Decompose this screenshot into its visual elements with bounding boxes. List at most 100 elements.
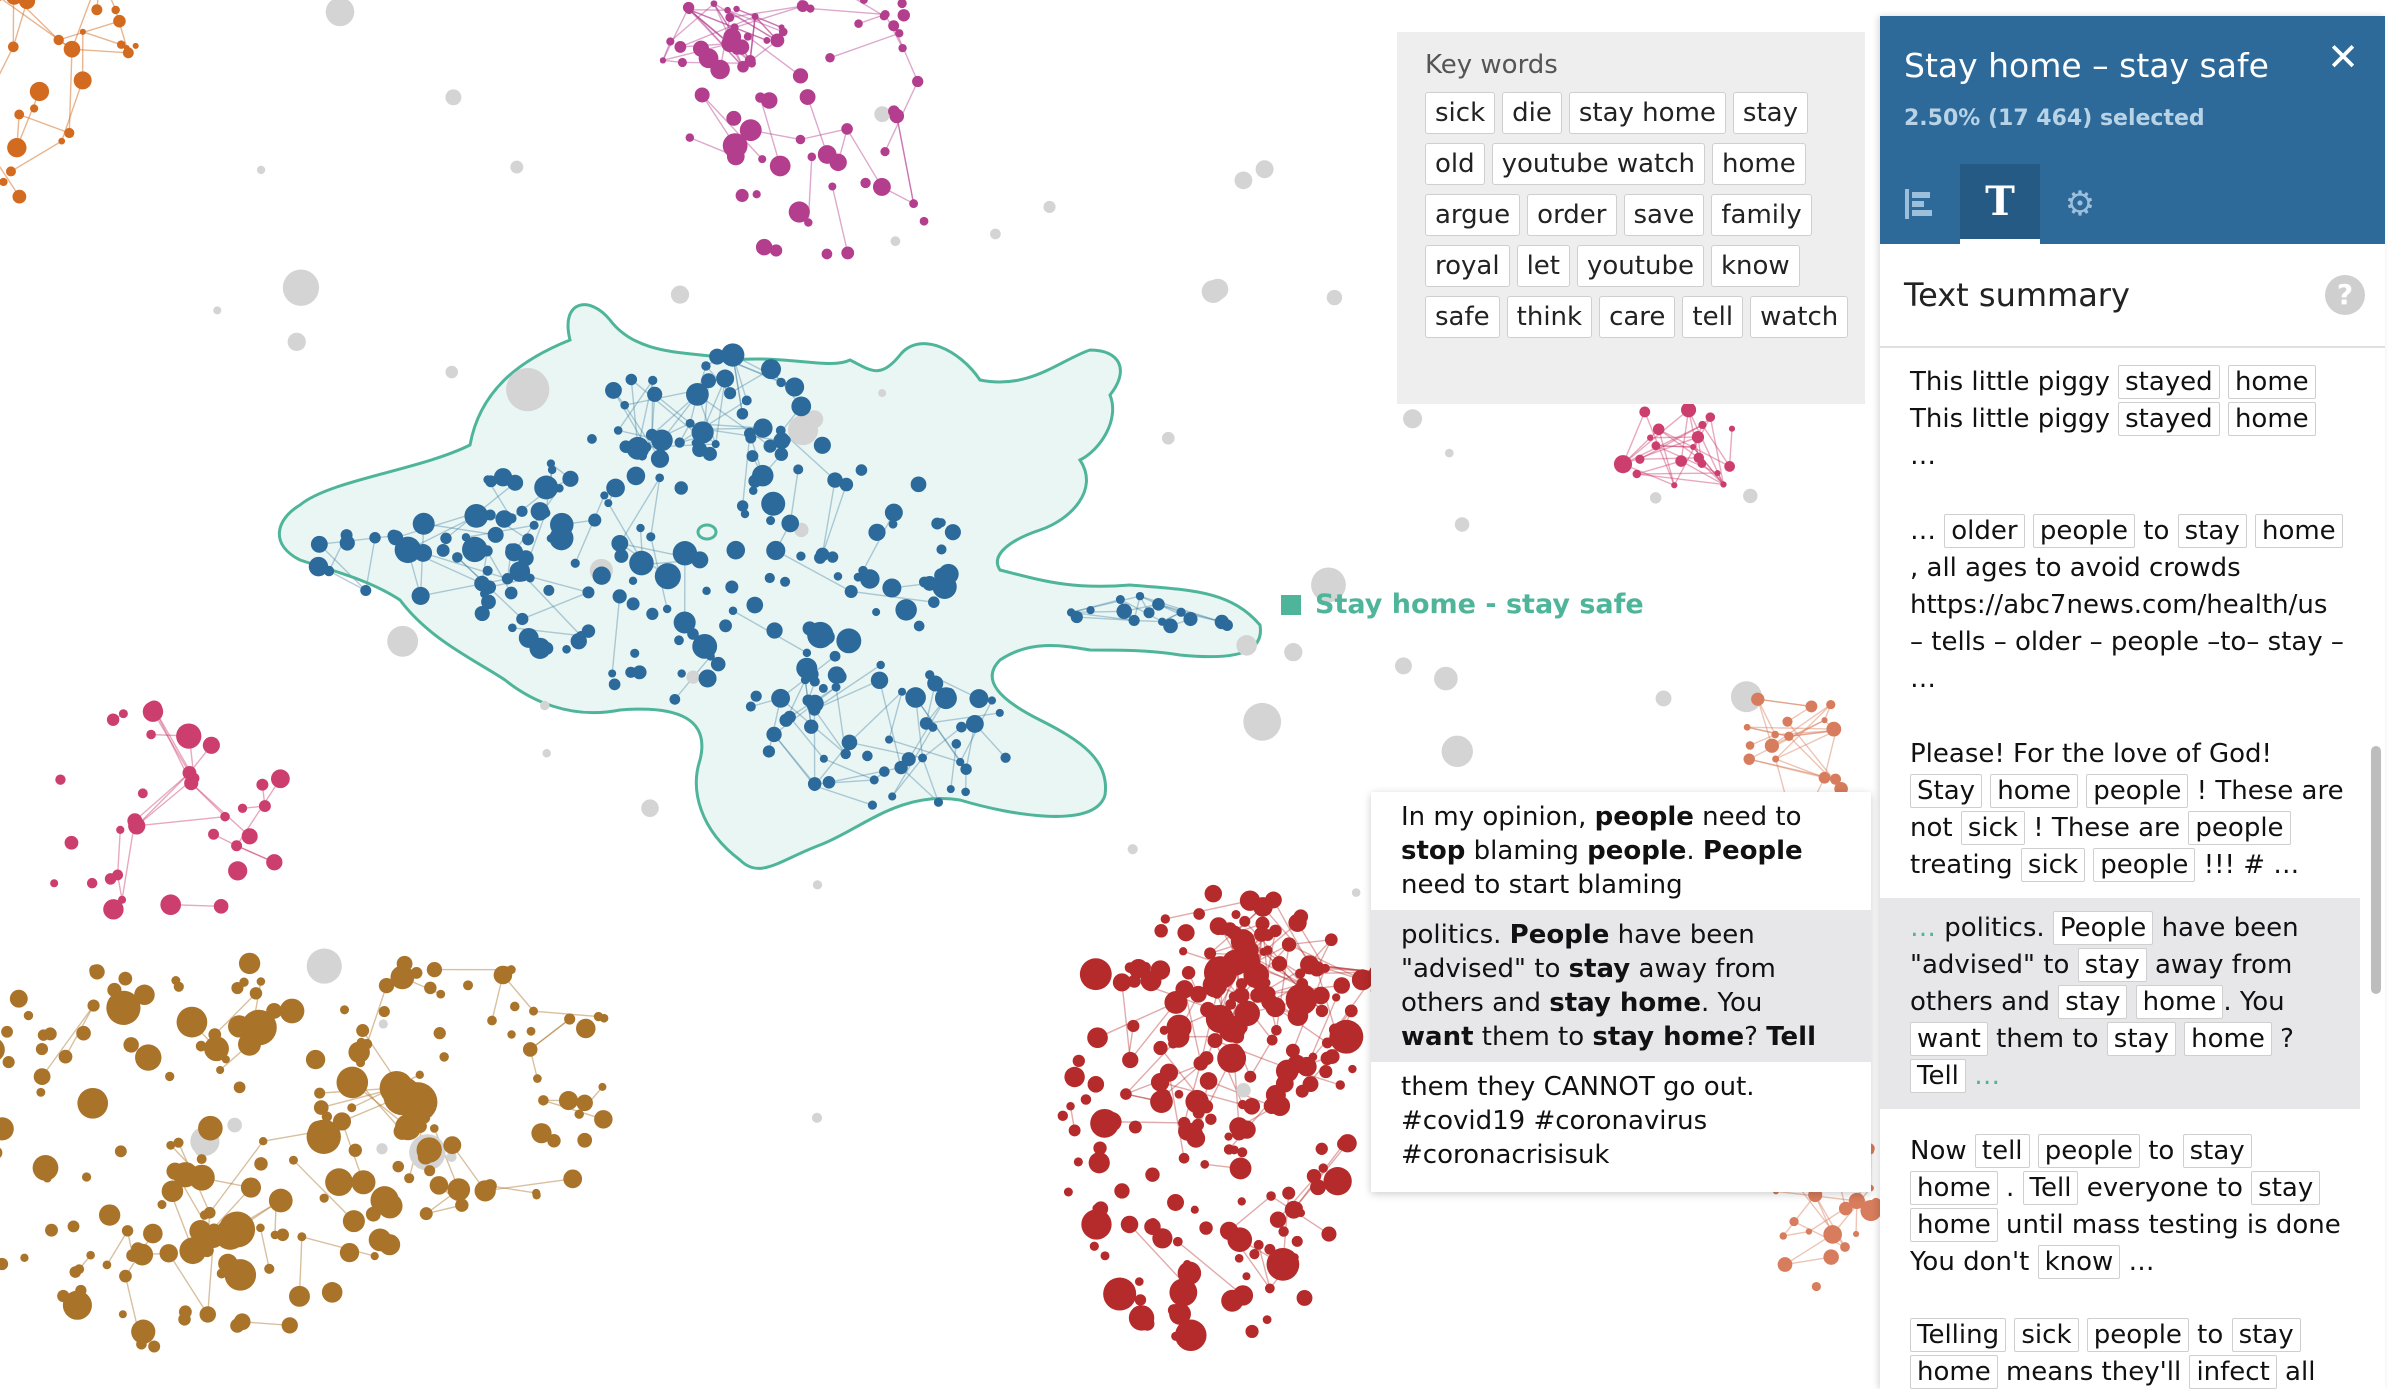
red-node[interactable] <box>1189 985 1207 1003</box>
selected-node[interactable] <box>506 513 517 524</box>
selected-node[interactable] <box>831 682 841 692</box>
selected-node[interactable] <box>766 540 786 561</box>
selected-node[interactable] <box>776 377 786 388</box>
red-node[interactable] <box>1064 1066 1085 1088</box>
magenta-node[interactable] <box>666 37 675 46</box>
red-node[interactable] <box>1134 1294 1147 1306</box>
gold-node[interactable] <box>332 1112 352 1131</box>
gold-node[interactable] <box>118 971 133 986</box>
red-node[interactable] <box>1243 1098 1261 1115</box>
selected-node[interactable] <box>748 486 758 495</box>
pink-node[interactable] <box>1647 434 1654 441</box>
selected-node[interactable] <box>844 584 858 598</box>
gold-node[interactable] <box>297 1232 307 1242</box>
keyword-chip[interactable]: let <box>1516 245 1570 287</box>
red-node[interactable] <box>1233 937 1249 953</box>
gold-node[interactable] <box>266 1003 283 1019</box>
red-node[interactable] <box>1183 1282 1195 1294</box>
gold-node[interactable] <box>279 998 305 1024</box>
magenta-node[interactable] <box>825 53 835 63</box>
gold-node[interactable] <box>593 1011 604 1022</box>
selected-node[interactable] <box>543 584 555 596</box>
magenta-node[interactable] <box>841 123 853 135</box>
selected-node[interactable] <box>570 558 580 568</box>
gold-node[interactable] <box>36 1087 46 1097</box>
red-node[interactable] <box>1134 1277 1144 1286</box>
selected-node[interactable] <box>905 687 926 708</box>
red-node[interactable] <box>1244 1070 1257 1083</box>
magenta-node[interactable] <box>674 41 687 53</box>
gold-node[interactable] <box>392 1160 405 1173</box>
selected-node[interactable] <box>485 475 497 488</box>
selected-node[interactable] <box>895 599 917 621</box>
selected-node[interactable] <box>592 566 611 585</box>
red-node[interactable] <box>1210 1011 1219 1021</box>
summary-entry[interactable]: Telling sick people to stay home means t… <box>1880 1317 2360 1389</box>
pink-node[interactable] <box>208 828 220 840</box>
red-node[interactable] <box>1281 937 1297 952</box>
gold-node[interactable] <box>339 1242 360 1263</box>
gold-node[interactable] <box>424 981 437 995</box>
selected-node[interactable] <box>630 648 640 658</box>
selected-node[interactable] <box>819 754 828 763</box>
gray-node[interactable] <box>1236 635 1257 656</box>
red-node[interactable] <box>1261 929 1274 942</box>
selected-node[interactable] <box>516 505 528 517</box>
gold-node[interactable] <box>526 1026 536 1036</box>
magenta-node[interactable] <box>897 9 910 22</box>
gold-node[interactable] <box>37 1029 50 1041</box>
gold-node[interactable] <box>9 989 28 1008</box>
keyword-chip[interactable]: home <box>1712 143 1806 185</box>
selected-node[interactable] <box>608 669 617 678</box>
gold-node[interactable] <box>199 1306 216 1323</box>
gold-node[interactable] <box>433 1027 446 1040</box>
magenta-node[interactable] <box>659 57 667 64</box>
red-node[interactable] <box>1150 1073 1170 1092</box>
gold-node[interactable] <box>98 1204 121 1226</box>
pink-node[interactable] <box>1632 469 1642 479</box>
selected-node[interactable] <box>662 604 672 614</box>
magenta-node[interactable] <box>751 13 759 20</box>
selected-node[interactable] <box>673 611 696 634</box>
selected-node[interactable] <box>339 535 355 551</box>
selected-node[interactable] <box>588 513 602 527</box>
selected-node[interactable] <box>745 701 756 712</box>
magenta-node[interactable] <box>770 33 785 48</box>
red-node[interactable] <box>1221 1289 1244 1312</box>
gold-node[interactable] <box>20 1253 29 1262</box>
keyword-chip[interactable]: youtube <box>1577 245 1704 287</box>
red-node[interactable] <box>1274 1096 1288 1110</box>
red-node[interactable] <box>1255 916 1270 931</box>
gold-node[interactable] <box>165 1071 175 1082</box>
gold-node[interactable] <box>313 1100 329 1115</box>
selected-node[interactable] <box>360 584 372 597</box>
selected-node[interactable] <box>505 543 518 556</box>
pink-node[interactable] <box>1639 406 1651 418</box>
red-node[interactable] <box>1253 897 1273 917</box>
salmon-node[interactable] <box>1743 723 1751 731</box>
gold-node[interactable] <box>531 1123 552 1144</box>
gold-node[interactable] <box>576 1018 596 1039</box>
red-node[interactable] <box>1087 1027 1108 1049</box>
gold-node[interactable] <box>325 1168 353 1197</box>
magenta-node[interactable] <box>752 190 761 199</box>
summary-entry[interactable]: Now tell people to stay home . Tell ever… <box>1910 1134 2341 1279</box>
gray-node[interactable] <box>1043 200 1056 214</box>
magenta-node[interactable] <box>770 244 783 257</box>
gold-node[interactable] <box>249 987 263 1000</box>
red-node[interactable] <box>1250 987 1266 1003</box>
gray-node[interactable] <box>890 236 901 247</box>
selected-node[interactable] <box>785 377 805 397</box>
summary-scrollbar[interactable] <box>2371 746 2381 994</box>
selected-node[interactable] <box>804 719 819 734</box>
selected-node[interactable] <box>761 491 786 516</box>
red-node[interactable] <box>1159 1025 1169 1035</box>
red-node[interactable] <box>1066 1102 1075 1111</box>
magenta-node[interactable] <box>778 27 788 37</box>
selected-node[interactable] <box>582 586 595 599</box>
red-node[interactable] <box>1093 1141 1107 1155</box>
gold-node[interactable] <box>276 1228 289 1242</box>
gold-node[interactable] <box>353 1076 363 1086</box>
magenta-node[interactable] <box>888 20 900 32</box>
